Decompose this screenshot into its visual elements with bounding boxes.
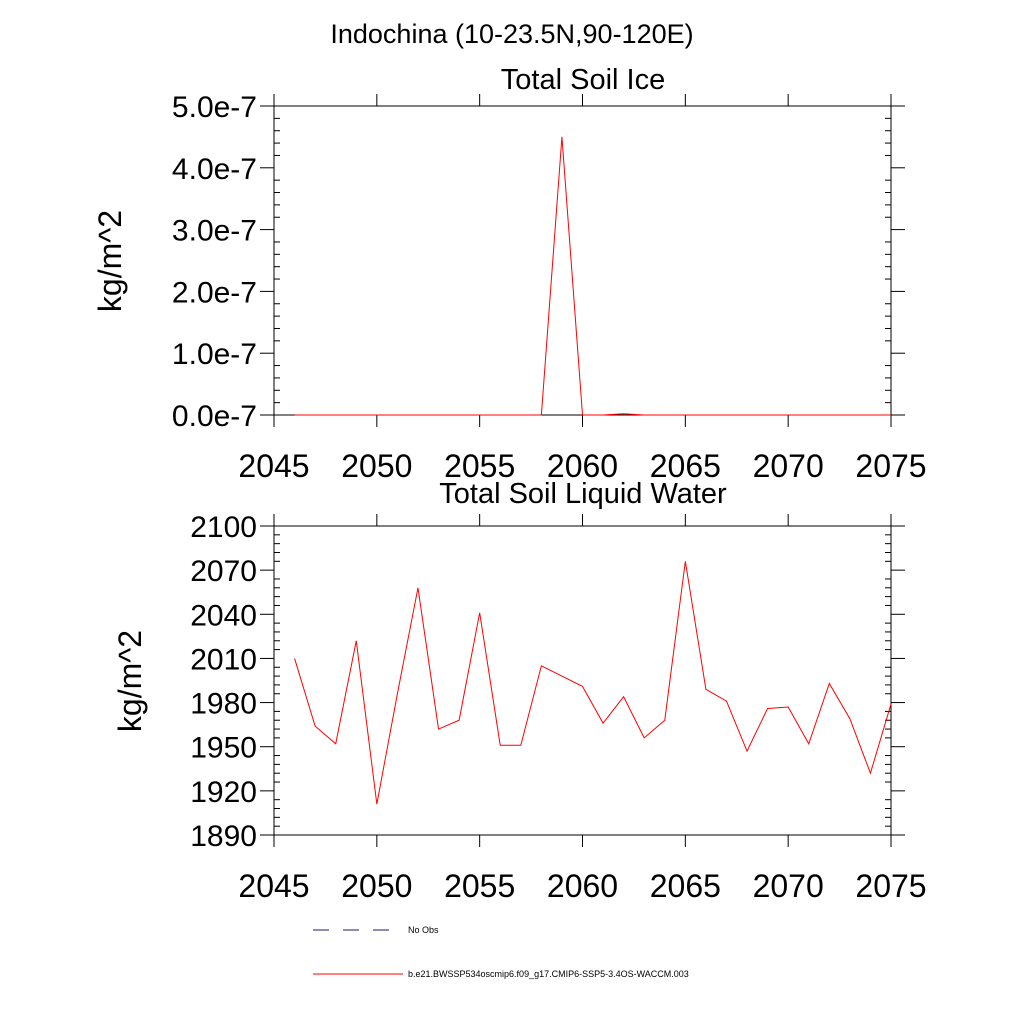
soil-liquid-water-x-tick-label: 2075 [855,868,926,904]
soil-liquid-water-y-tick-label: 2070 [190,555,257,588]
soil-liquid-water-ticks: 2045 2050 2055 2060 2065 2070 2075 1890 1920 1950… [190,511,926,904]
soil-ice-y-tick-label: 4.0e-7 [172,153,257,186]
soil-liquid-water-y-tick-label: 2010 [190,643,257,676]
soil-liquid-water-x-tick-label: 2060 [547,868,618,904]
soil-liquid-water-title: Total Soil Liquid Water [439,478,727,510]
legend-obs-label: No Obs [408,925,439,935]
soil-ice-y-tick-label: 1.0e-7 [172,338,257,371]
soil-ice-panel: Total Soil Ice kg/m^2 2045 2050 2055 2060 20… [92,64,927,484]
region-title: Indochina (10-23.5N,90-120E) [330,19,693,49]
soil-ice-x-tick-label: 2065 [650,448,721,484]
soil-liquid-water-series [294,561,892,805]
soil-ice-y-tick-label: 5.0e-7 [172,91,257,124]
soil-liquid-water-y-tick-label: 2040 [190,599,257,632]
soil-liquid-water-x-tick-label: 2070 [753,868,824,904]
soil-liquid-water-x-tick-label: 2055 [444,868,515,904]
soil-ice-y-tick-label: 0.0e-7 [172,400,257,433]
soil-liquid-water-y-tick-label: 1890 [190,820,257,853]
soil-liquid-water-x-tick-label: 2050 [341,868,412,904]
soil-ice-series-line [294,136,891,416]
soil-liquid-water-y-tick-label: 1920 [190,776,257,809]
soil-ice-x-tick-label: 2060 [547,448,618,484]
soil-liquid-water-panel: Total Soil Liquid Water kg/m^2 2045 2050 2… [112,478,927,904]
soil-liquid-water-y-tick-label: 1950 [190,732,257,765]
soil-ice-x-tick-label: 2055 [444,448,515,484]
soil-ice-x-tick-label: 2045 [238,448,309,484]
soil-liquid-water-y-tick-label: 1980 [190,688,257,721]
soil-ice-title: Total Soil Ice [501,64,665,96]
soil-ice-x-tick-label: 2050 [341,448,412,484]
legend: No Obs b.e21.BWSSP534oscmip6.f09_g17.CMI… [313,925,689,979]
soil-liquid-water-y-tick-label: 2100 [190,511,257,544]
soil-liquid-water-x-tick-label: 2045 [238,868,309,904]
legend-model-label: b.e21.BWSSP534oscmip6.f09_g17.CMIP6-SSP5… [408,969,689,979]
soil-ice-y-tick-label: 2.0e-7 [172,276,257,309]
soil-ice-ylabel: kg/m^2 [92,210,128,312]
soil-ice-x-tick-label: 2070 [753,448,824,484]
soil-ice-y-tick-label: 3.0e-7 [172,215,257,248]
soil-liquid-water-series-line [294,561,892,805]
soil-liquid-water-x-tick-label: 2065 [650,868,721,904]
soil-ice-series [294,136,891,416]
soil-ice-x-tick-label: 2075 [855,448,926,484]
soil-ice-ticks: 2045 2050 2055 2060 2065 2070 2075 0.0e-7 1.0e-7… [172,91,927,484]
soil-liquid-water-ylabel: kg/m^2 [112,630,148,732]
